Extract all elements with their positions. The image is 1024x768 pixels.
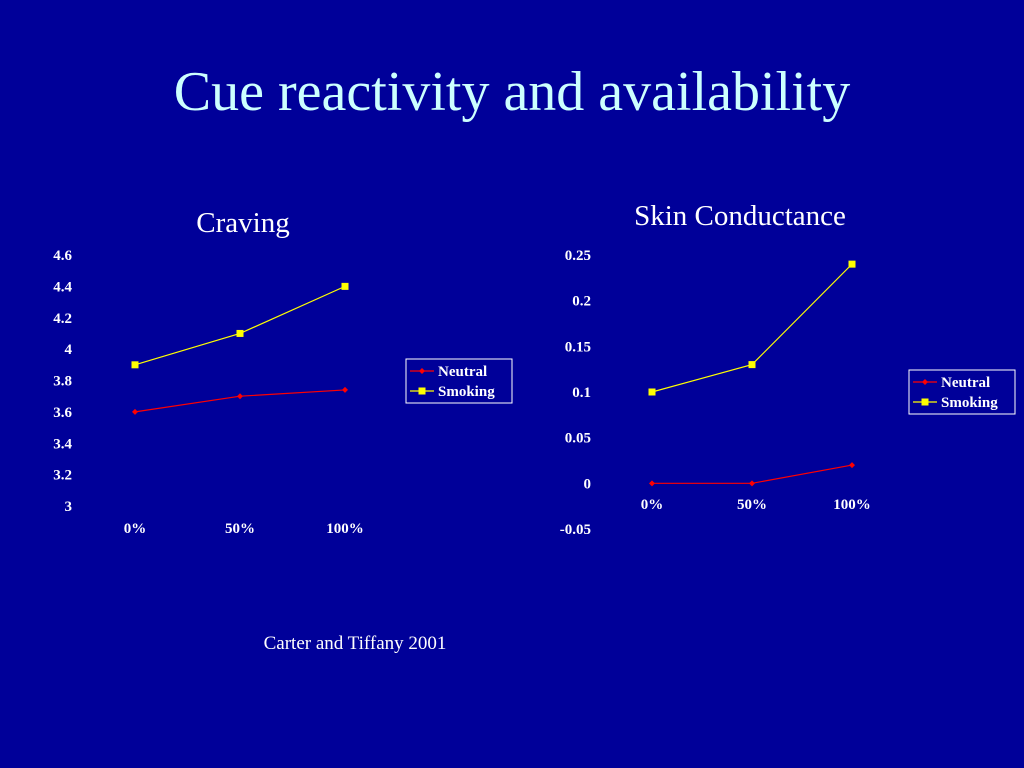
neutral-legend-marker (922, 379, 928, 385)
legend-box (908, 369, 1016, 415)
smoking-point (236, 329, 244, 337)
neutral-point (649, 480, 655, 487)
x-tick-label: 100% (326, 521, 364, 537)
citation: Carter and Tiffany 2001 (263, 633, 447, 654)
y-tick-label: 0.2 (572, 294, 591, 310)
y-tick-label: 0.05 (565, 431, 591, 447)
smoking-legend-marker (418, 387, 426, 395)
legend-label-smoking: Smoking (941, 395, 998, 411)
x-tick-label: 50% (225, 521, 255, 537)
slide-title: Cue reactivity and availability (173, 61, 851, 123)
y-tick-label: -0.05 (560, 522, 591, 538)
x-tick-label: 50% (737, 497, 767, 513)
y-tick-label: 0.15 (565, 339, 591, 355)
chart-title: Craving (196, 207, 289, 239)
chart-title: Skin Conductance (634, 200, 846, 232)
smoking-point (648, 388, 656, 396)
y-tick-label: 0.1 (572, 385, 591, 401)
legend: Neutral Smoking (405, 358, 513, 404)
smoking-point (748, 361, 756, 369)
y-tick-label: 0 (584, 476, 592, 492)
y-tick-label: 4.2 (53, 311, 72, 327)
x-tick-label: 100% (833, 497, 871, 513)
smoking-legend-marker (921, 398, 929, 406)
y-tick-label: 0.25 (565, 248, 591, 264)
smoking-point (848, 260, 856, 268)
y-tick-label: 3.6 (53, 405, 72, 421)
neutral-point (749, 480, 755, 487)
smoking-point (131, 361, 139, 369)
smoking-point (341, 282, 349, 290)
neutral-point (342, 386, 348, 393)
legend-label-smoking: Smoking (438, 384, 495, 400)
y-tick-label: 3.8 (53, 374, 72, 390)
legend-label-neutral: Neutral (438, 364, 487, 380)
x-tick-label: 0% (641, 497, 664, 513)
smoking-series-line (651, 263, 853, 393)
y-tick-label: 4.4 (53, 279, 72, 295)
y-tick-label: 4 (65, 342, 73, 358)
legend-label-neutral: Neutral (941, 375, 990, 391)
legend-box (405, 358, 513, 404)
neutral-legend-marker (419, 368, 425, 374)
neutral-point (237, 393, 243, 400)
y-tick-label: 3.4 (53, 436, 72, 452)
y-tick-label: 4.6 (53, 248, 72, 264)
y-tick-label: 3.2 (53, 468, 72, 484)
x-tick-label: 0% (124, 521, 147, 537)
neutral-point (132, 408, 138, 415)
neutral-point (849, 462, 855, 469)
y-tick-label: 3 (65, 499, 73, 515)
legend: Neutral Smoking (908, 369, 1016, 415)
